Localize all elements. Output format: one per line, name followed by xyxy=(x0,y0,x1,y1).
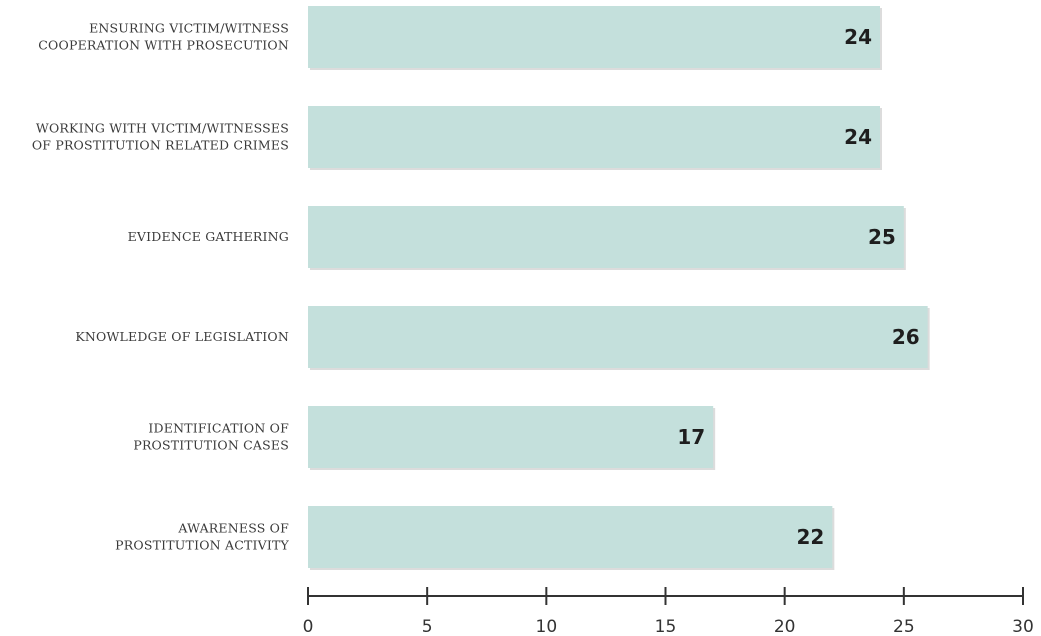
category-label-5-line-1: IDENTIFICATION OF xyxy=(148,421,289,436)
category-label-3-line-1: EVIDENCE GATHERING xyxy=(128,229,289,244)
category-label-2: WORKING WITH VICTIM/WITNESSES OF PROSTITU… xyxy=(32,121,289,153)
x-tick-label-15: 15 xyxy=(655,617,677,636)
x-axis: 0 5 10 15 20 25 30 xyxy=(303,587,1034,636)
category-label-4: KNOWLEDGE OF LEGISLATION xyxy=(75,329,289,344)
bar-6 xyxy=(308,506,833,568)
category-label-3: EVIDENCE GATHERING xyxy=(128,229,289,244)
x-tick-label-5: 5 xyxy=(422,617,433,636)
x-tick-label-30: 30 xyxy=(1012,617,1034,636)
x-tick-label-20: 20 xyxy=(774,617,796,636)
category-label-1-line-1: ENSURING VICTIM/WITNESS xyxy=(89,21,289,36)
bar-3 xyxy=(308,206,904,268)
category-label-6-line-1: AWARENESS OF xyxy=(177,521,289,536)
category-label-4-line-1: KNOWLEDGE OF LEGISLATION xyxy=(75,329,289,344)
bar-1 xyxy=(308,6,880,68)
category-label-6-line-2: PROSTITUTION ACTIVITY xyxy=(115,538,289,553)
value-label-3: 25 xyxy=(868,225,896,249)
category-label-2-line-2: OF PROSTITUTION RELATED CRIMES xyxy=(32,138,289,153)
category-label-6: AWARENESS OF PROSTITUTION ACTIVITY xyxy=(115,521,289,553)
category-label-1: ENSURING VICTIM/WITNESS COOPERATION WITH … xyxy=(38,21,289,53)
bar-5 xyxy=(308,406,714,468)
x-tick-label-10: 10 xyxy=(536,617,558,636)
value-label-2: 24 xyxy=(844,125,872,149)
category-label-5-line-2: PROSTITUTION CASES xyxy=(133,438,289,453)
value-label-6: 22 xyxy=(796,525,824,549)
category-labels-layer: ENSURING VICTIM/WITNESS COOPERATION WITH … xyxy=(32,21,289,553)
bars-layer: 24 24 25 26 17 22 xyxy=(308,6,930,570)
x-tick-label-25: 25 xyxy=(893,617,915,636)
bar-4 xyxy=(308,306,928,368)
value-label-1: 24 xyxy=(844,25,872,49)
x-tick-label-0: 0 xyxy=(303,617,314,636)
bar-2 xyxy=(308,106,880,168)
category-label-2-line-1: WORKING WITH VICTIM/WITNESSES xyxy=(36,121,289,136)
value-label-5: 17 xyxy=(677,425,705,449)
value-label-4: 26 xyxy=(892,325,920,349)
category-label-1-line-2: COOPERATION WITH PROSECUTION xyxy=(38,38,289,53)
category-label-5: IDENTIFICATION OF PROSTITUTION CASES xyxy=(133,421,289,453)
